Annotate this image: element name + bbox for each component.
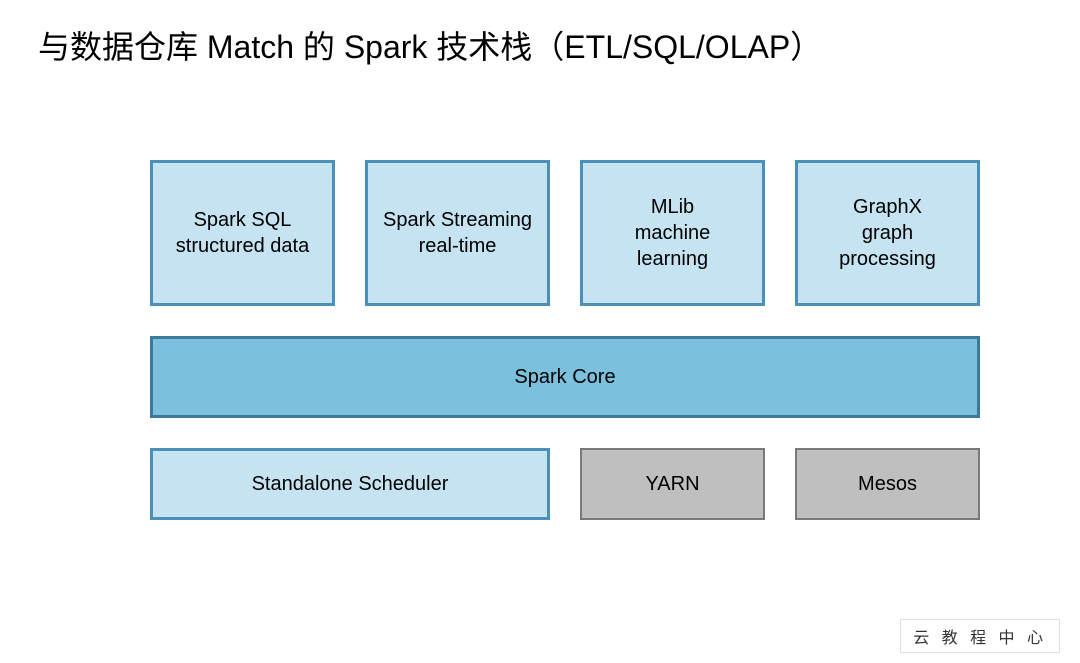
box-spark-core: Spark Core <box>150 336 980 418</box>
core-row: Spark Core <box>150 336 980 418</box>
watermark-label: 云 教 程 中 心 <box>900 619 1060 653</box>
box-graphx: GraphX graph processing <box>795 160 980 306</box>
spark-stack-diagram: Spark SQL structured data Spark Streamin… <box>150 160 980 550</box>
bottom-row: Standalone Scheduler YARN Mesos <box>150 448 980 520</box>
box-mesos: Mesos <box>795 448 980 520</box>
box-spark-streaming: Spark Streaming real-time <box>365 160 550 306</box>
page-title: 与数据仓库 Match 的 Spark 技术栈（ETL/SQL/OLAP） <box>38 22 822 68</box>
box-yarn: YARN <box>580 448 765 520</box>
box-spark-sql: Spark SQL structured data <box>150 160 335 306</box>
box-mlib: MLib machine learning <box>580 160 765 306</box>
top-row: Spark SQL structured data Spark Streamin… <box>150 160 980 306</box>
box-standalone-scheduler: Standalone Scheduler <box>150 448 550 520</box>
